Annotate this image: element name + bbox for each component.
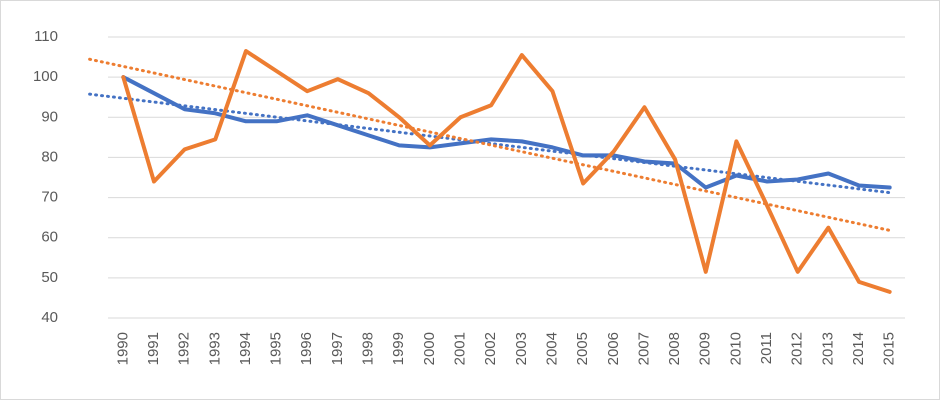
y-tick-label: 110 bbox=[34, 28, 58, 45]
x-tick-label: 2001 bbox=[451, 332, 468, 365]
trendline bbox=[88, 57, 892, 232]
x-tick-label: 2005 bbox=[574, 332, 591, 365]
x-tick-label: 1998 bbox=[360, 332, 377, 365]
x-tick-label: 2012 bbox=[789, 332, 806, 365]
x-tick-label: 1994 bbox=[237, 332, 254, 365]
series-line bbox=[121, 49, 892, 294]
x-tick-label: 2006 bbox=[605, 332, 622, 365]
y-tick-label: 40 bbox=[41, 309, 58, 326]
y-tick-label: 90 bbox=[41, 108, 58, 125]
x-tick-label: 2002 bbox=[482, 332, 499, 365]
x-tick-label: 2009 bbox=[697, 332, 714, 365]
x-tick-label: 2007 bbox=[635, 332, 652, 365]
y-tick-label: 80 bbox=[41, 148, 58, 165]
x-tick-label: 2015 bbox=[881, 332, 898, 365]
x-tick-label: 2014 bbox=[850, 332, 867, 365]
series-line bbox=[121, 75, 892, 190]
x-tick-label: 1992 bbox=[176, 332, 193, 365]
x-tick-label: 1997 bbox=[329, 332, 346, 365]
x-tick-label: 1990 bbox=[114, 332, 131, 365]
x-tick-label: 2011 bbox=[758, 332, 775, 364]
y-tick-label: 60 bbox=[41, 229, 58, 246]
y-tick-label: 50 bbox=[41, 269, 58, 286]
x-tick-label: 2004 bbox=[543, 332, 560, 365]
x-tick-label: 2003 bbox=[513, 332, 530, 365]
x-tick-label: 1991 bbox=[145, 332, 162, 365]
x-tick-label: 2013 bbox=[819, 332, 836, 365]
x-tick-label: 1996 bbox=[298, 332, 315, 365]
y-tick-label: 100 bbox=[33, 68, 58, 85]
x-tick-label: 1995 bbox=[268, 332, 285, 365]
x-tick-label: 1999 bbox=[390, 332, 407, 365]
y-tick-label: 70 bbox=[41, 189, 58, 206]
x-tick-label: 2000 bbox=[421, 332, 438, 365]
x-tick-label: 1993 bbox=[206, 332, 223, 365]
x-tick-label: 2008 bbox=[666, 332, 683, 365]
x-tick-label: 2010 bbox=[727, 332, 744, 365]
